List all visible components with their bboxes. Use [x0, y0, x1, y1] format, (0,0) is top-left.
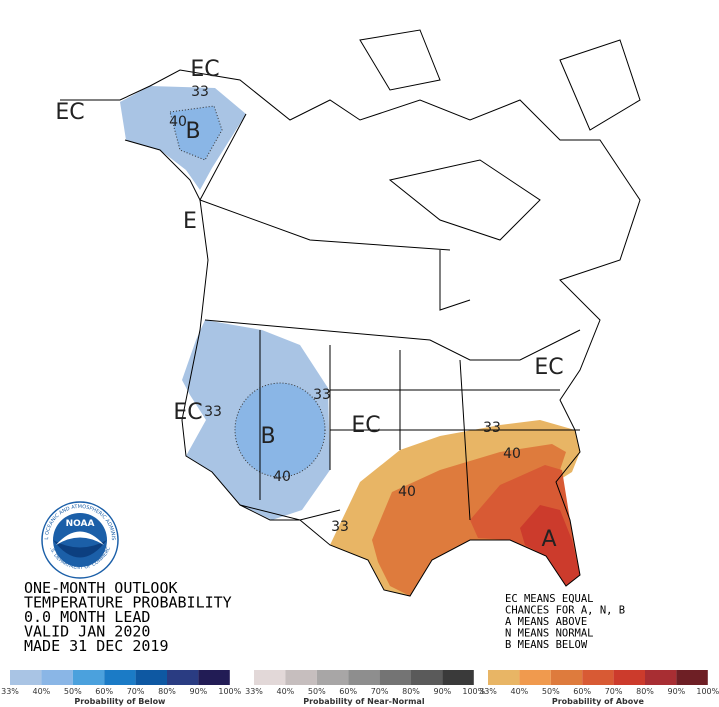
color-swatch	[442, 670, 474, 685]
color-swatch	[379, 670, 411, 685]
bar-caption: Probability of Below	[74, 697, 166, 706]
color-swatch	[198, 670, 230, 685]
bar-label: 100%	[696, 687, 719, 696]
bar-label: 60%	[95, 687, 113, 696]
color-swatch	[582, 670, 614, 685]
map-label: EC	[351, 413, 380, 438]
coastline	[60, 69, 641, 597]
color-swatch	[10, 670, 42, 685]
color-swatch	[167, 670, 199, 685]
bar-label: 40%	[511, 687, 529, 696]
color-swatch	[72, 670, 105, 685]
color-swatch	[676, 670, 708, 685]
color-swatch	[519, 670, 551, 685]
map-label: EC	[55, 100, 84, 125]
color-swatch	[550, 670, 583, 685]
bar-label: 33%	[1, 687, 19, 696]
bar-label: 80%	[636, 687, 654, 696]
map-label: 33	[204, 404, 222, 420]
bar-label: 33%	[479, 687, 497, 696]
islands	[359, 29, 641, 311]
color-swatch	[348, 670, 380, 685]
color-swatch	[316, 670, 349, 685]
map-label: EC	[534, 355, 563, 380]
map-label: EC	[190, 57, 219, 82]
bar-label: 40%	[277, 687, 295, 696]
color-swatch	[104, 670, 136, 685]
title-line: TEMPERATURE PROBABILITY	[24, 594, 232, 612]
map-label: 40	[273, 469, 291, 485]
color-swatch	[135, 670, 167, 685]
bar-label: 50%	[308, 687, 326, 696]
bar-label: 70%	[371, 687, 389, 696]
border	[199, 113, 451, 251]
bar-label: 90%	[434, 687, 452, 696]
title-line: VALID JAN 2020	[24, 623, 150, 641]
map-label: E	[183, 209, 197, 234]
bar-label: 90%	[668, 687, 686, 696]
color-swatch	[613, 670, 645, 685]
bar-label: 100%	[462, 687, 485, 696]
map-label: B	[185, 119, 200, 144]
key-line: EC MEANS EQUAL	[505, 593, 594, 605]
key-line: CHANCES FOR A, N, B	[505, 605, 625, 617]
map-label: B	[260, 424, 275, 449]
map-label: 33	[331, 519, 349, 535]
color-swatch	[645, 670, 677, 685]
key-line: N MEANS NORMAL	[505, 628, 594, 640]
state-lines	[239, 330, 580, 521]
color-swatch	[285, 670, 317, 685]
border	[204, 319, 581, 361]
bar-label: 40%	[33, 687, 51, 696]
bar-label: 50%	[542, 687, 560, 696]
bar-caption: Probability of Near-Normal	[303, 697, 425, 706]
color-swatch	[254, 670, 286, 685]
map-label: 33	[313, 387, 331, 403]
bar-label: 60%	[573, 687, 591, 696]
bar-label: 80%	[158, 687, 176, 696]
bar-label: 60%	[339, 687, 357, 696]
map-label: 40	[398, 484, 416, 500]
map-label: A	[541, 527, 556, 552]
bar-label: 70%	[127, 687, 145, 696]
above-60	[520, 505, 580, 586]
color-swatch	[411, 670, 443, 685]
bar-label: 80%	[402, 687, 420, 696]
below-40	[169, 105, 223, 161]
logo-gull	[56, 531, 104, 545]
logo-name: NOAA	[66, 519, 95, 529]
map-label: EC	[173, 400, 202, 425]
key-line: B MEANS BELOW	[505, 639, 588, 651]
bar-label: 100%	[218, 687, 241, 696]
title-line: MADE 31 DEC 2019	[24, 637, 169, 655]
title-line: ONE-MONTH OUTLOOK	[24, 579, 178, 597]
color-swatch	[488, 670, 520, 685]
bar-label: 50%	[64, 687, 82, 696]
map-label: 33	[483, 420, 501, 436]
map-label: 33	[191, 84, 209, 100]
logo-disk	[53, 513, 107, 567]
bar-label: 70%	[605, 687, 623, 696]
bar-label: 90%	[190, 687, 208, 696]
key-line: A MEANS ABOVE	[505, 616, 587, 628]
color-swatch	[41, 670, 73, 685]
title-line: 0.0 MONTH LEAD	[24, 608, 150, 626]
below-40-west	[234, 382, 326, 478]
bar-caption: Probability of Above	[552, 697, 645, 706]
bar-label: 33%	[245, 687, 263, 696]
map-label: 40	[169, 114, 187, 130]
logo-wave	[53, 540, 107, 558]
map-label: 40	[503, 446, 521, 462]
